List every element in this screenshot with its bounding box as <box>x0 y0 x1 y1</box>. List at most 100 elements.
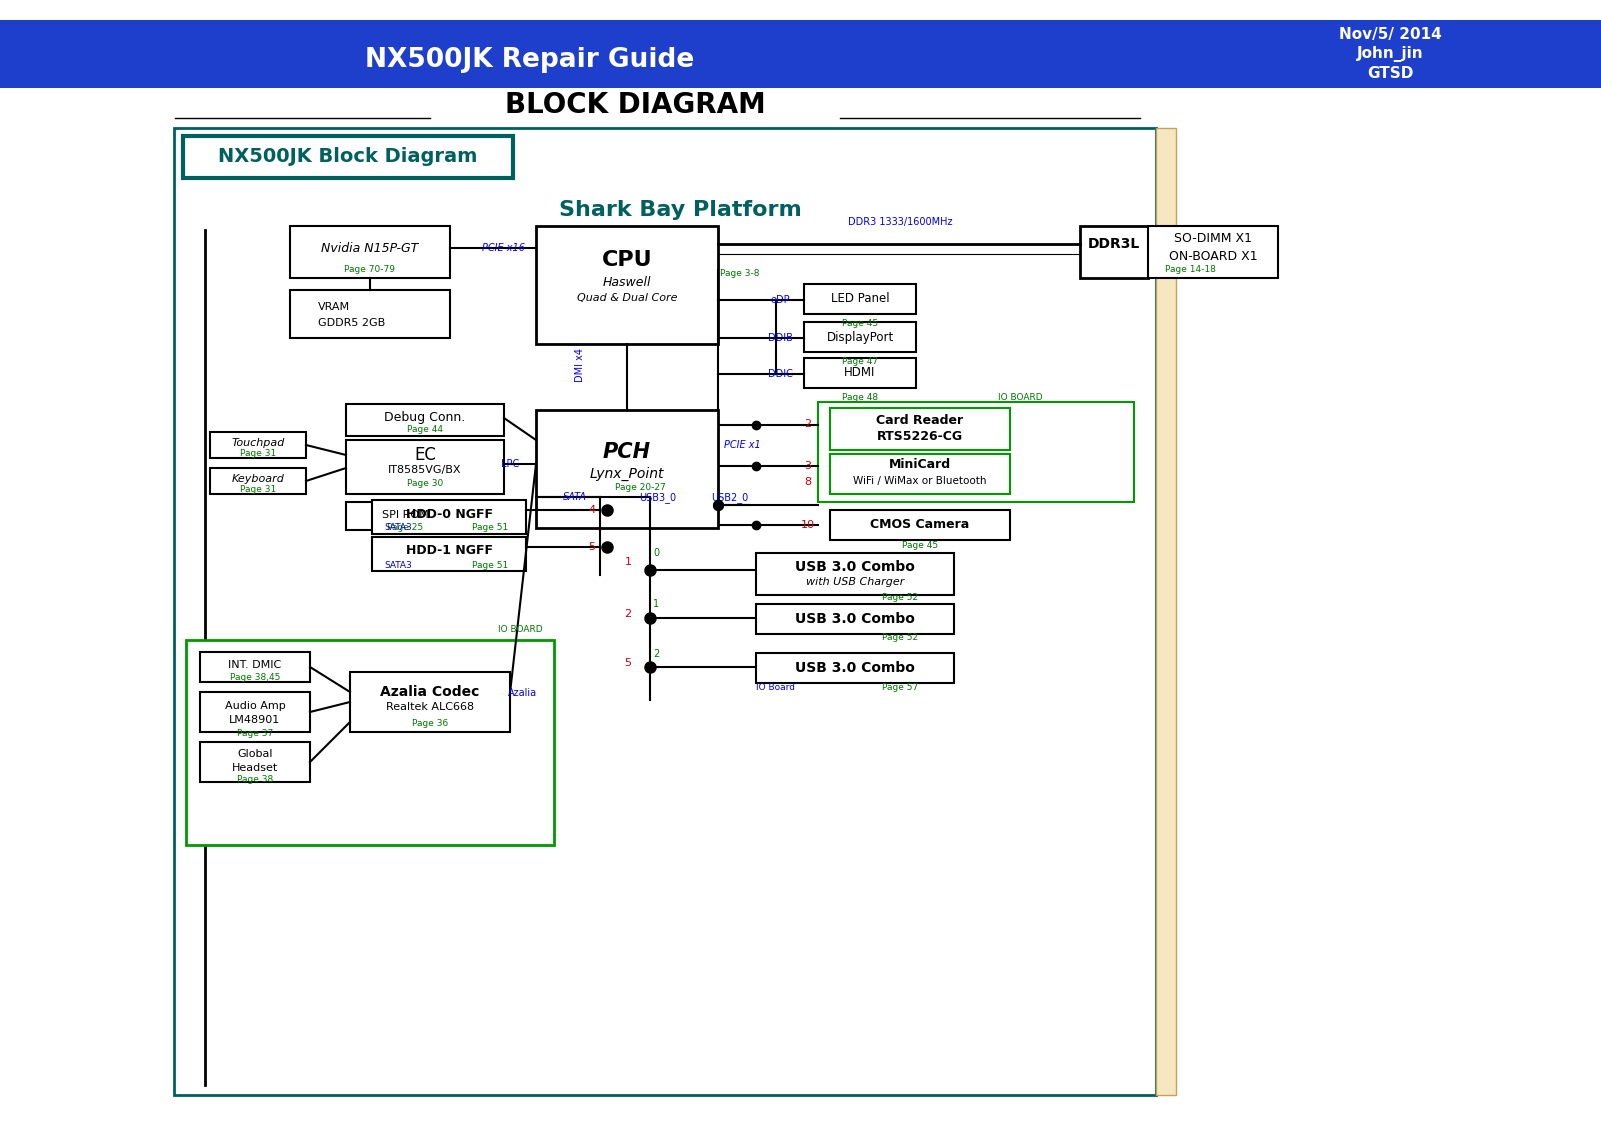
Text: Page 51: Page 51 <box>472 560 508 569</box>
Text: HDD-0 NGFF: HDD-0 NGFF <box>405 507 493 521</box>
Text: PCH: PCH <box>604 441 652 462</box>
Text: GTSD: GTSD <box>1367 66 1414 80</box>
Text: SPI ROM: SPI ROM <box>381 511 429 520</box>
Text: Page 57: Page 57 <box>882 683 917 692</box>
Text: USB 3.0 Combo: USB 3.0 Combo <box>796 661 914 675</box>
Text: RTS5226-CG: RTS5226-CG <box>877 430 964 444</box>
Bar <box>536 410 717 528</box>
Bar <box>804 358 916 388</box>
Bar <box>829 408 1010 451</box>
Text: with USB Charger: with USB Charger <box>805 577 905 588</box>
Text: Realtek ALC668: Realtek ALC668 <box>386 702 474 712</box>
Bar <box>756 653 954 683</box>
Bar <box>0 20 1601 88</box>
Text: Page 52: Page 52 <box>882 634 917 643</box>
Text: VRAM: VRAM <box>319 302 351 312</box>
Bar <box>804 321 916 352</box>
Text: Page 52: Page 52 <box>882 593 917 602</box>
Text: Debug Conn.: Debug Conn. <box>384 412 466 424</box>
Text: USB 3.0 Combo: USB 3.0 Combo <box>796 560 914 574</box>
Text: Page 30: Page 30 <box>407 480 443 489</box>
Text: USB3_0: USB3_0 <box>639 492 677 504</box>
Text: Global: Global <box>237 749 272 758</box>
Text: Page 3-8: Page 3-8 <box>720 269 760 278</box>
Text: NX500JK Repair Guide: NX500JK Repair Guide <box>365 48 695 72</box>
Bar <box>756 604 954 634</box>
Bar <box>536 226 717 344</box>
Text: Page 37: Page 37 <box>237 729 274 738</box>
Text: 8: 8 <box>804 477 812 487</box>
Bar <box>1081 226 1148 278</box>
Text: Page 48: Page 48 <box>842 393 877 402</box>
Text: BLOCK DIAGRAM: BLOCK DIAGRAM <box>504 91 765 119</box>
Bar <box>290 290 450 338</box>
Bar <box>829 454 1010 494</box>
Bar <box>1148 226 1278 278</box>
Text: Audio Amp: Audio Amp <box>224 701 285 711</box>
Bar <box>346 440 504 494</box>
Text: Page 38: Page 38 <box>237 775 274 784</box>
Text: Page 20-27: Page 20-27 <box>615 483 666 492</box>
Text: HDMI: HDMI <box>844 367 876 379</box>
Text: USB 3.0 Combo: USB 3.0 Combo <box>796 612 914 626</box>
Text: GDDR5 2GB: GDDR5 2GB <box>319 318 386 328</box>
Text: EC: EC <box>415 446 435 464</box>
Bar <box>818 402 1134 501</box>
Text: Nvidia N15P-GT: Nvidia N15P-GT <box>322 241 418 255</box>
Text: PCIE x1: PCIE x1 <box>724 440 760 451</box>
Text: DDR3L: DDR3L <box>1087 237 1140 251</box>
Text: CMOS Camera: CMOS Camera <box>871 518 970 532</box>
Bar <box>346 404 504 436</box>
Text: Page 36: Page 36 <box>411 719 448 728</box>
Text: Card Reader: Card Reader <box>876 414 964 428</box>
Text: LED Panel: LED Panel <box>831 292 889 306</box>
Text: Page 70-79: Page 70-79 <box>344 265 395 274</box>
Text: John_jin: John_jin <box>1356 46 1423 62</box>
Text: Page 31: Page 31 <box>240 486 275 495</box>
Text: 5: 5 <box>624 658 631 668</box>
Text: PCIE x16: PCIE x16 <box>482 243 525 252</box>
Text: Quad & Dual Core: Quad & Dual Core <box>576 293 677 303</box>
Text: LM48901: LM48901 <box>229 715 280 724</box>
Text: USB2_0: USB2_0 <box>711 492 749 504</box>
Bar <box>829 511 1010 540</box>
Text: CPU: CPU <box>602 250 652 271</box>
Bar <box>756 554 954 595</box>
Text: Shark Bay Platform: Shark Bay Platform <box>559 200 802 220</box>
Bar <box>200 741 311 782</box>
Text: Touchpad: Touchpad <box>231 438 285 448</box>
Bar <box>371 500 527 534</box>
Text: WiFi / WiMax or Bluetooth: WiFi / WiMax or Bluetooth <box>853 475 986 486</box>
Text: Azalia Codec: Azalia Codec <box>381 685 480 698</box>
Text: 1: 1 <box>624 557 631 567</box>
Text: IO BOARD: IO BOARD <box>498 626 543 635</box>
Text: 2: 2 <box>624 609 631 619</box>
Bar <box>1156 128 1177 1095</box>
Text: Azalia: Azalia <box>508 688 536 698</box>
Bar <box>290 226 450 278</box>
Bar <box>346 501 464 530</box>
Text: Page 47: Page 47 <box>842 357 877 366</box>
Text: SO-DIMM X1: SO-DIMM X1 <box>1174 232 1252 245</box>
Text: eDP: eDP <box>770 295 789 305</box>
Text: SATA3: SATA3 <box>384 523 411 532</box>
Text: IT8585VG/BX: IT8585VG/BX <box>389 465 461 475</box>
Text: Page 14-18: Page 14-18 <box>1164 266 1215 274</box>
Text: DisplayPort: DisplayPort <box>826 331 893 343</box>
Bar <box>200 692 311 732</box>
Text: Lynx_Point: Lynx_Point <box>589 466 664 481</box>
Text: Page 45: Page 45 <box>842 318 877 327</box>
Text: SATA3: SATA3 <box>384 560 411 569</box>
Bar <box>175 128 1156 1095</box>
Text: 0: 0 <box>653 548 660 558</box>
Text: IO BOARD: IO BOARD <box>997 393 1042 402</box>
Text: DDR3 1333/1600MHz: DDR3 1333/1600MHz <box>849 217 953 228</box>
Text: 10: 10 <box>800 520 815 530</box>
Text: 5: 5 <box>589 542 596 552</box>
Text: 1: 1 <box>653 599 660 609</box>
Text: Page 25: Page 25 <box>387 523 423 532</box>
Bar <box>210 468 306 494</box>
Text: SATA: SATA <box>564 492 588 501</box>
Text: Keyboard: Keyboard <box>232 474 285 484</box>
Text: Page 44: Page 44 <box>407 426 443 435</box>
